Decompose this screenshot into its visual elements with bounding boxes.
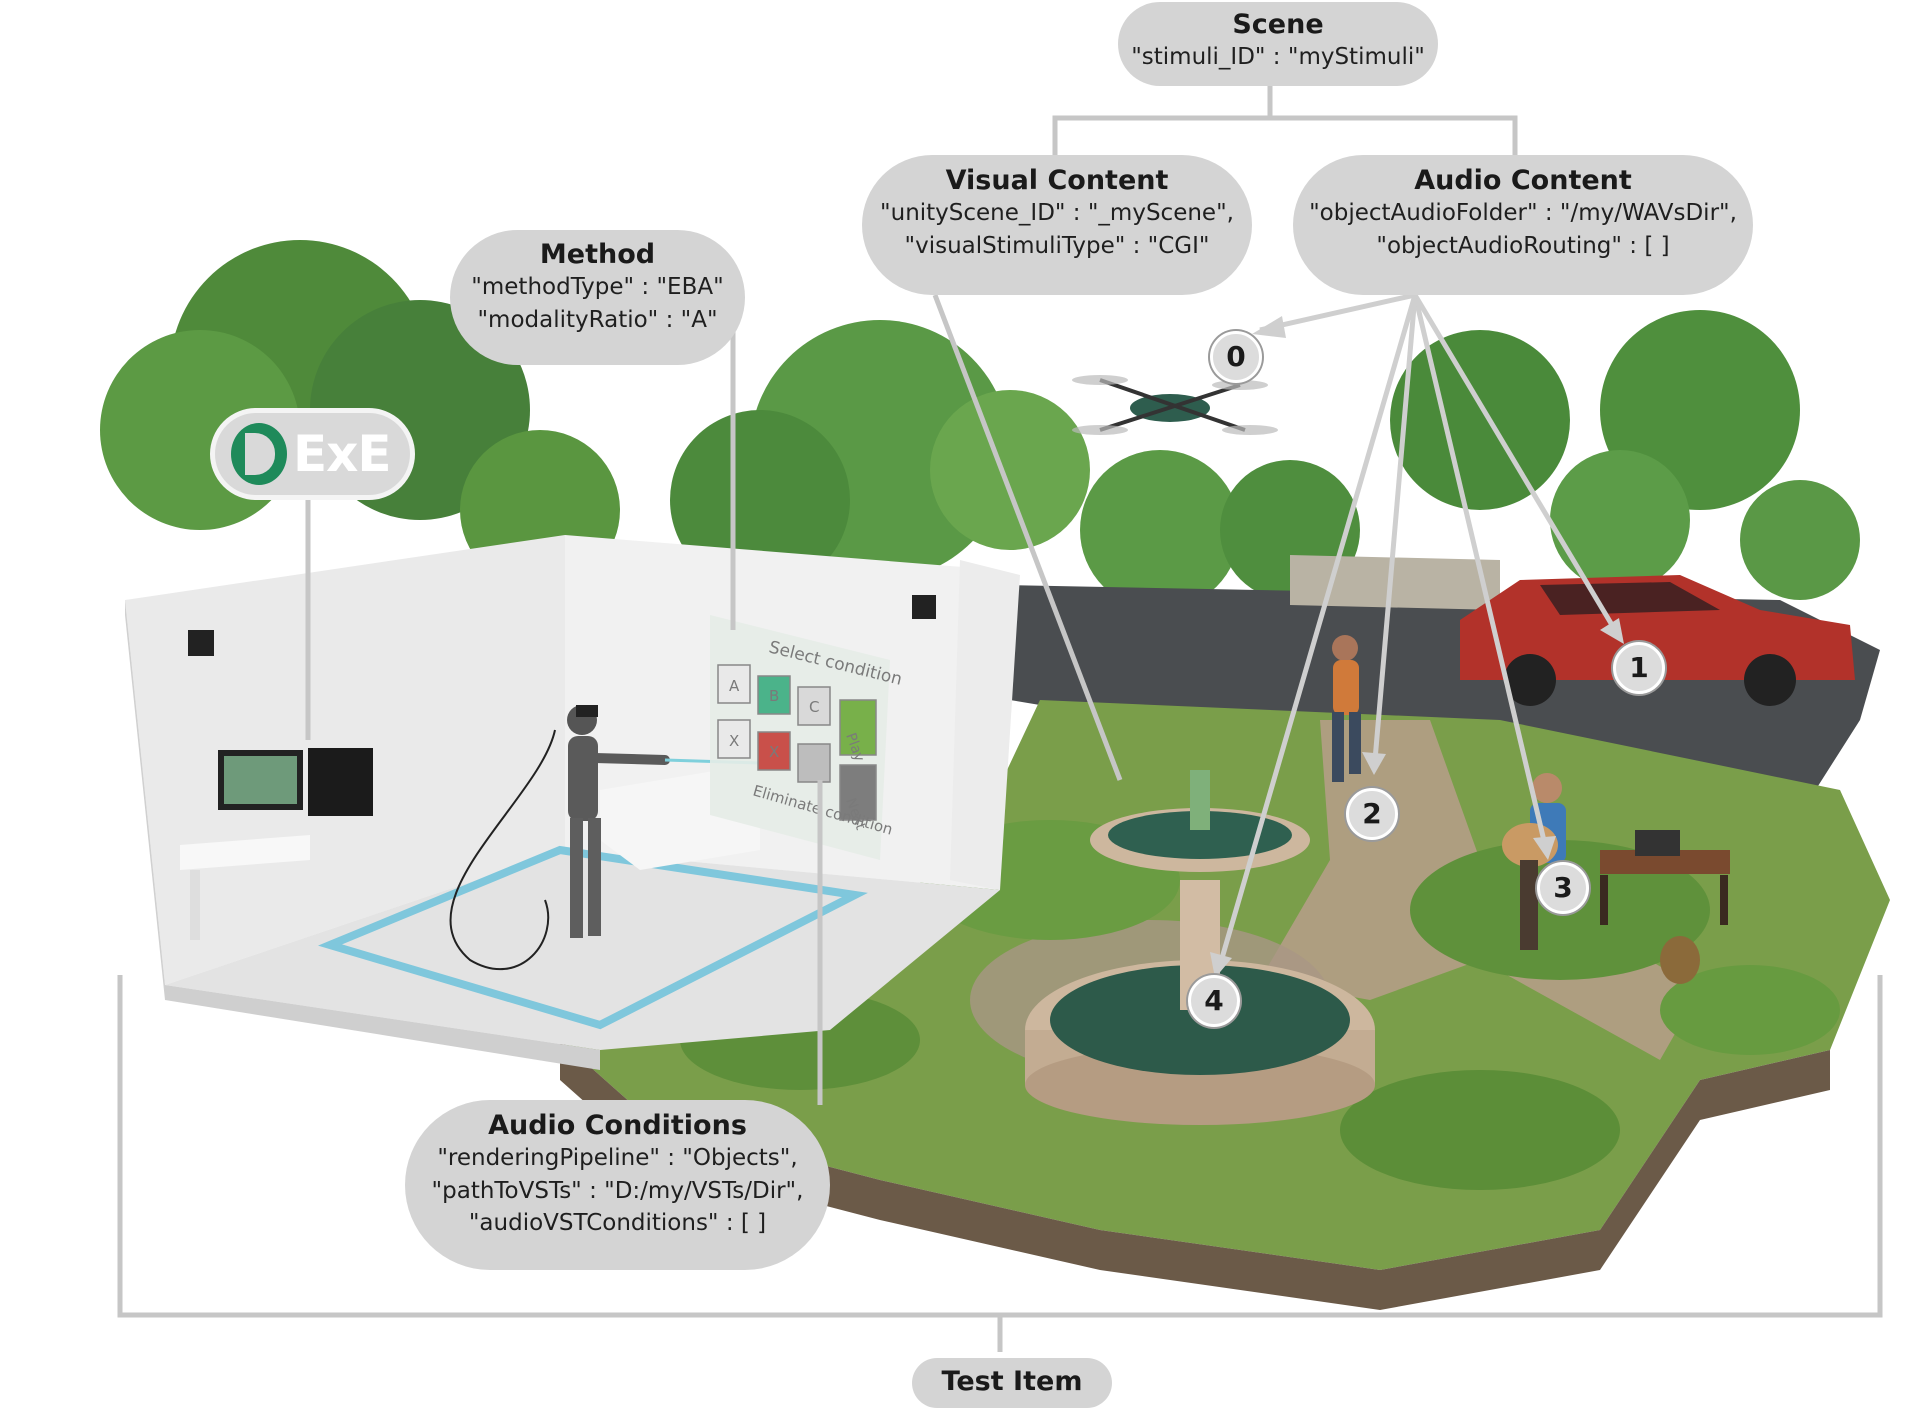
test-item-title: Test Item [941, 1366, 1083, 1397]
audio-content-title: Audio Content [1414, 165, 1632, 196]
audio-content-bubble: Audio Content "objectAudioFolder" : "/my… [1293, 155, 1753, 295]
audio-arrows [1217, 292, 1618, 966]
drone [1072, 375, 1278, 435]
exe-logo: ExE [210, 408, 415, 500]
vr-button-x2 [757, 731, 791, 771]
vr-play-button [839, 699, 877, 756]
audio-conditions-line-2: "pathToVSTs" : "D:/my/VSTs/Dir", [431, 1177, 804, 1204]
lab-room [125, 535, 1020, 1070]
vr-button-a [717, 664, 751, 704]
scene-title: Scene [1232, 9, 1324, 40]
marker-4: 4 [1188, 975, 1240, 1027]
method-bubble: Method "methodType" : "EBA" "modalityRat… [450, 230, 745, 365]
stone-wall [1290, 555, 1500, 610]
vr-button-x2-label: X [769, 743, 779, 761]
visual-content-line-2: "visualStimuliType" : "CGI" [904, 232, 1210, 259]
vr-selection-panel: Select condition A B C X X Play Next Eli… [710, 615, 904, 860]
audio-conditions-line-1: "renderingPipeline" : "Objects", [437, 1145, 798, 1172]
method-line-2: "modalityRatio" : "A" [477, 306, 718, 333]
connectors [117, 76, 1883, 1352]
vr-button-x1-label: X [729, 732, 739, 750]
method-title: Method [539, 239, 656, 270]
visual-content-title: Visual Content [945, 165, 1169, 196]
method-line-1: "methodType" : "EBA" [471, 274, 724, 301]
scene-bubble: Scene "stimuli_ID" : "myStimuli" [1118, 2, 1438, 86]
visual-content-line-1: "unityScene_ID" : "_myScene", [880, 200, 1234, 227]
car [1460, 575, 1855, 706]
audio-conditions-line-3: "audioVSTConditions" : [ ] [468, 1209, 767, 1236]
arrow-heads [1210, 316, 1624, 978]
marker-0: 0 [1210, 331, 1262, 383]
audio-conditions-title: Audio Conditions [488, 1110, 747, 1141]
scene-line-1: "stimuli_ID" : "myStimuli" [1131, 44, 1425, 71]
vr-button-gray [797, 743, 831, 783]
audio-conditions-bubble: Audio Conditions "renderingPipeline" : "… [405, 1100, 830, 1270]
logo-text: ExE [293, 425, 392, 483]
vr-button-b [757, 675, 791, 715]
vr-next-button [839, 764, 877, 821]
vr-button-x1 [717, 719, 751, 759]
vr-button-c [797, 686, 831, 726]
audio-content-line-1: "objectAudioFolder" : "/my/WAVsDir", [1309, 200, 1737, 227]
marker-2: 2 [1346, 788, 1398, 840]
audio-content-line-2: "objectAudioRouting" : [ ] [1376, 232, 1670, 259]
drone-pilot [1332, 635, 1361, 782]
test-item-bubble: Test Item [912, 1358, 1112, 1408]
vr-button-a-label: A [729, 677, 740, 695]
vr-button-c-label: C [809, 698, 819, 716]
marker-1: 1 [1613, 642, 1665, 694]
marker-3: 3 [1537, 862, 1589, 914]
vr-button-b-label: B [769, 687, 779, 705]
visual-content-bubble: Visual Content "unityScene_ID" : "_mySce… [862, 155, 1252, 295]
